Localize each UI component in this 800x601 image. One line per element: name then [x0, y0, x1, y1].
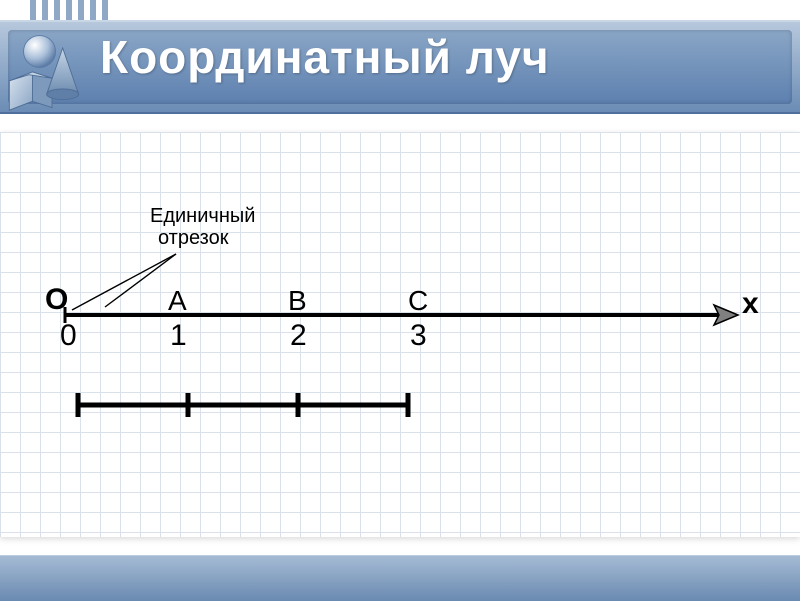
footer-bar	[0, 555, 800, 601]
header-top-tick	[90, 0, 96, 20]
header-top-tick	[102, 0, 108, 20]
coordinate-ray-diagram	[0, 130, 800, 540]
page-title: Координатный луч	[100, 30, 550, 84]
header-top-tick	[78, 0, 84, 20]
header-frame: Координатный луч	[0, 0, 800, 140]
header-top-tick	[42, 0, 48, 20]
header-top-tick	[54, 0, 60, 20]
header-top-tick	[30, 0, 36, 20]
header-top-tick	[66, 0, 72, 20]
logo-shapes-icon	[6, 32, 98, 112]
